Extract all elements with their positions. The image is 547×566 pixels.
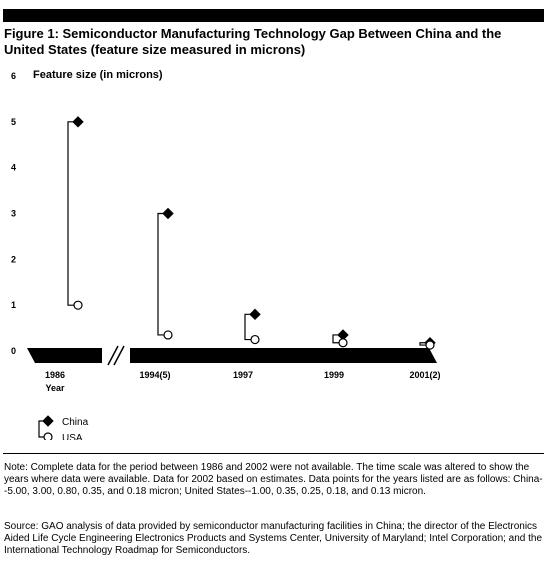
x-tick-label: 1997 bbox=[233, 370, 253, 380]
timeline-bar-right bbox=[130, 348, 437, 363]
legend: China USA bbox=[38, 415, 89, 440]
y-tick-label: 6 bbox=[11, 71, 16, 81]
china-point bbox=[249, 308, 261, 321]
timeline-bar-left bbox=[27, 348, 102, 363]
y-axis-label: Feature size (in microns) bbox=[33, 69, 163, 81]
legend-china-label: China bbox=[62, 417, 89, 428]
connector-line bbox=[67, 121, 75, 306]
connector-line bbox=[157, 212, 165, 336]
chart-note: Note: Complete data for the period betwe… bbox=[4, 462, 543, 497]
legend-connector bbox=[38, 420, 45, 438]
header-bar bbox=[3, 9, 544, 22]
mark-layer bbox=[67, 116, 436, 350]
connector-line bbox=[332, 334, 340, 344]
y-tick-label: 0 bbox=[11, 346, 16, 356]
usa-point bbox=[73, 300, 83, 310]
chart-source: Source: GAO analysis of data provided by… bbox=[4, 521, 543, 556]
connector-line bbox=[419, 342, 427, 346]
divider bbox=[3, 453, 544, 454]
legend-usa-label: USA bbox=[62, 433, 83, 440]
usa-point bbox=[250, 334, 260, 345]
y-tick-label: 4 bbox=[11, 163, 16, 173]
usa-point bbox=[338, 338, 348, 348]
x-axis-label: Year bbox=[45, 383, 65, 393]
china-point bbox=[72, 116, 84, 128]
legend-usa-marker bbox=[43, 432, 53, 440]
x-tick-label: 1986 bbox=[45, 370, 65, 380]
axis-break-mark bbox=[107, 345, 119, 366]
y-tick-label: 3 bbox=[11, 209, 16, 219]
legend-china-marker bbox=[42, 415, 54, 427]
axis-break-mark bbox=[113, 345, 125, 366]
chart: 0 1 2 3 4 5 6 Feature size (in microns) 1986 1994… bbox=[11, 69, 441, 440]
y-tick-label: 2 bbox=[11, 254, 16, 264]
figure-title: Figure 1: Semiconductor Manufacturing Te… bbox=[4, 26, 502, 57]
axis-layer: 0 1 2 3 4 5 6 Feature size (in microns) 1986 1994… bbox=[11, 69, 441, 393]
x-tick-label: 1994(5) bbox=[139, 370, 170, 380]
y-tick-label: 5 bbox=[11, 117, 16, 127]
x-tick-label: 2001(2) bbox=[409, 370, 440, 380]
usa-point bbox=[425, 340, 435, 350]
x-tick-label: 1999 bbox=[324, 370, 344, 380]
usa-point bbox=[163, 330, 173, 340]
china-point bbox=[162, 207, 174, 220]
y-tick-label: 1 bbox=[11, 300, 16, 310]
connector-line bbox=[244, 313, 252, 341]
